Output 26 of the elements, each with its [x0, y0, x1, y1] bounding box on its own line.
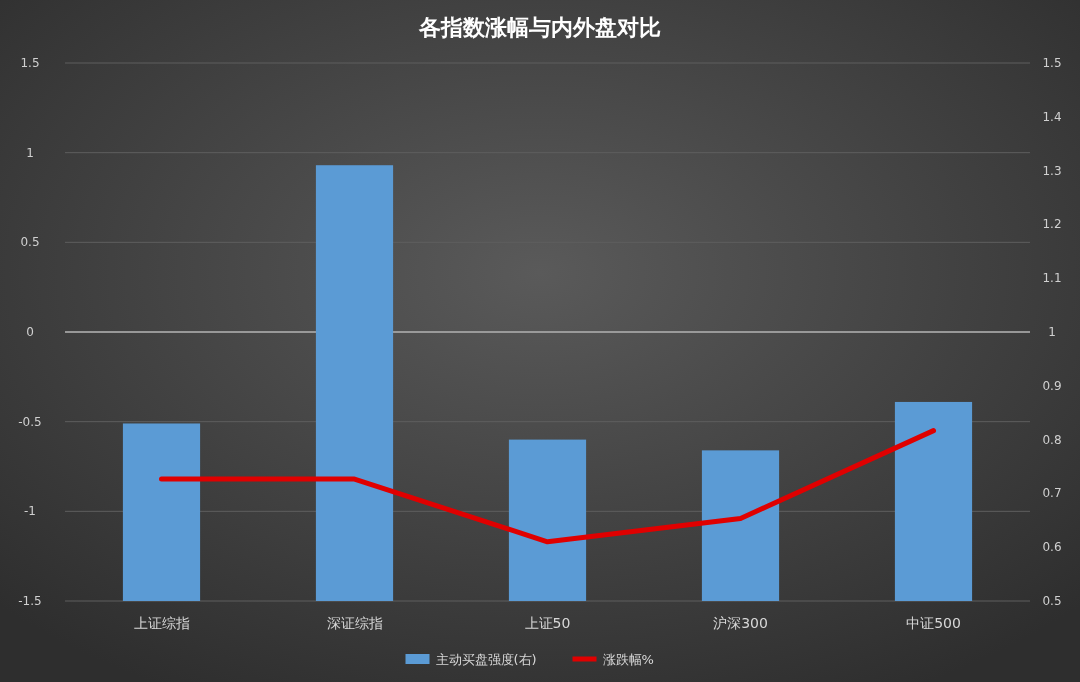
x-tick-label: 中证500	[906, 615, 961, 631]
y2-tick-label: 0.5	[1042, 594, 1062, 608]
y2-tick-label: 1.2	[1042, 217, 1062, 232]
x-tick-label: 上证50	[524, 615, 571, 631]
y2-tick-label: 1.1	[1042, 271, 1062, 286]
x-tick-label: 上证综指	[133, 615, 190, 631]
y2-tick-label: 1	[1048, 325, 1056, 339]
y-tick-label: -1	[24, 504, 36, 519]
y2-tick-label: 0.9	[1042, 378, 1062, 393]
y2-tick-label: 0.6	[1042, 540, 1062, 555]
legend-label: 涨跌幅%	[602, 652, 654, 667]
y2-tick-label: 0.7	[1042, 486, 1062, 501]
y-tick-label: 0	[26, 325, 34, 339]
chart-title: 各指数涨幅与内外盘对比	[418, 15, 661, 40]
y-tick-label: 1	[26, 145, 34, 160]
y-tick-label: -0.5	[18, 414, 42, 429]
y-tick-label: -1.5	[18, 594, 42, 608]
x-tick-label: 深证综指	[326, 615, 383, 631]
y-tick-label: 0.5	[20, 235, 40, 250]
y-tick-label: 1.5	[20, 56, 40, 70]
y2-tick-label: 0.8	[1042, 432, 1062, 447]
x-tick-label: 沪深300	[713, 615, 768, 631]
y2-tick-label: 1.5	[1042, 56, 1062, 70]
y2-tick-label: 1.4	[1042, 109, 1062, 124]
y2-tick-label: 1.3	[1042, 163, 1062, 178]
legend-label: 主动买盘强度(右)	[435, 652, 537, 667]
